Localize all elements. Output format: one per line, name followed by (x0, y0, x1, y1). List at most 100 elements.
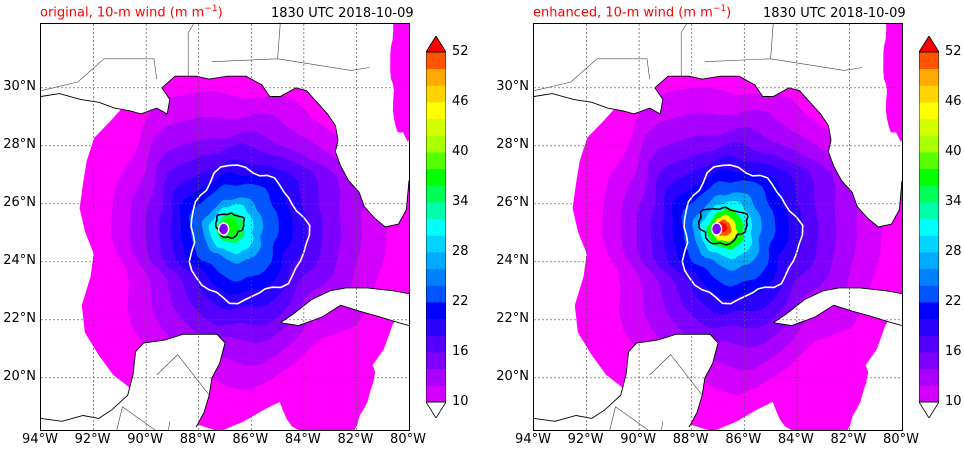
colorbar-tick-label: 46 (452, 94, 469, 109)
border-line (168, 421, 171, 430)
colorbar-bin (426, 302, 446, 320)
lon-tick-label: 84°W (777, 432, 814, 447)
lon-tick-label: 80°W (390, 432, 426, 447)
lat-tick-label: 26°N (3, 194, 36, 210)
border-line (41, 58, 157, 91)
lon-tick-label: 92°W (74, 432, 111, 447)
colorbar-tick-label: 16 (945, 344, 962, 359)
colorbar-outline (919, 51, 939, 403)
colorbar-bin (919, 218, 939, 236)
colorbar-tick-label: 28 (452, 244, 469, 259)
colorbar-tick-label: 28 (945, 244, 962, 259)
contour-white (188, 164, 311, 305)
map-frame[interactable] (533, 23, 903, 431)
border-line (661, 421, 664, 430)
land-mask-north (41, 24, 409, 227)
wind-map (41, 24, 409, 430)
lon-tick-label: 88°W (672, 432, 709, 447)
storm-eye (711, 223, 722, 235)
lon-tick-label: 86°W (232, 432, 269, 447)
land-mask-cuba (280, 287, 409, 326)
colorbar-bin (919, 385, 939, 403)
colorbar-bin (426, 318, 446, 336)
colorbar-bin (426, 102, 446, 120)
border-line (770, 58, 863, 71)
lon-tick-label: 86°W (725, 432, 762, 447)
land-mask-yucatan (534, 334, 718, 430)
contour-eye (217, 222, 230, 236)
colorbar-bin (919, 85, 939, 103)
panel-timestamp: 1830 UTC 2018-10-09 (763, 6, 906, 21)
lat-tick-label: 28°N (3, 136, 36, 152)
colorbar-bin (919, 168, 939, 186)
colorbar-bin (426, 152, 446, 170)
colorbar-bin (919, 235, 939, 253)
colorbar-bin (426, 135, 446, 153)
coastline (41, 75, 409, 228)
colorbar-tick-label: 10 (452, 394, 469, 409)
colorbar-tick-label: 10 (945, 394, 962, 409)
colorbar-tick-label: 52 (945, 44, 962, 59)
colorbar-bin (919, 335, 939, 353)
border-line (680, 24, 687, 77)
colorbar-bin (919, 252, 939, 270)
colorbar-tick-label: 46 (945, 94, 962, 109)
lat-tick-label: 24°N (3, 252, 36, 268)
lat-tick-label: 20°N (3, 368, 36, 384)
colorbar-bin (919, 368, 939, 386)
lon-tick-label: 84°W (284, 432, 321, 447)
wind-field-atlantic-edge (390, 24, 409, 142)
colorbar-bin (426, 252, 446, 270)
contour-black (214, 212, 246, 239)
colorbar-tick-label: 40 (452, 144, 469, 159)
colorbar-tick-label: 22 (452, 294, 469, 309)
lon-tick-label: 92°W (567, 432, 604, 447)
colorbar-bin (919, 135, 939, 153)
contour-eye (710, 222, 723, 236)
colorbar-bin (426, 202, 446, 220)
colorbar-bin (426, 385, 446, 403)
colorbar-outline (426, 51, 446, 403)
colorbar-bin (426, 235, 446, 253)
coastline (41, 333, 226, 428)
border-line (534, 58, 650, 91)
colorbar-bin (919, 68, 939, 86)
colorbar-bin (919, 185, 939, 203)
colorbar-bin (426, 168, 446, 186)
panel-title: original, 10-m wind (m m−1) (40, 4, 223, 21)
colorbar-tick-label: 52 (452, 44, 469, 59)
panel-timestamp: 1830 UTC 2018-10-09 (271, 6, 414, 21)
colorbar (426, 36, 446, 418)
coastline (773, 304, 902, 327)
colorbar-extend-min (426, 401, 446, 418)
land-mask-cuba (773, 287, 902, 326)
colorbar-bin (919, 118, 939, 136)
coastline (534, 75, 902, 228)
colorbar-extend-max (919, 36, 939, 53)
lat-tick-label: 26°N (496, 194, 529, 210)
contour-black (697, 206, 749, 246)
lat-tick-label: 22°N (496, 310, 529, 326)
border-line (187, 24, 194, 77)
coastline (279, 287, 409, 324)
colorbar-bin (426, 118, 446, 136)
lat-tick-label: 20°N (496, 368, 529, 384)
colorbar-bin (919, 318, 939, 336)
coastline (772, 287, 902, 324)
contour-white (681, 164, 804, 305)
colorbar-bin (426, 68, 446, 86)
colorbar-tick-label: 34 (945, 194, 962, 209)
panel-enhanced: enhanced, 10-m wind (m m−1) 1830 UTC 201… (493, 0, 964, 453)
lon-tick-label: 90°W (620, 432, 657, 447)
lon-tick-label: 94°W (22, 432, 58, 447)
map-frame[interactable] (40, 23, 410, 431)
colorbar-bin (919, 285, 939, 303)
lat-tick-label: 22°N (3, 310, 36, 326)
wind-field-atlantic-edge (883, 24, 902, 142)
lat-tick-label: 30°N (3, 78, 36, 94)
border-line (609, 406, 649, 430)
colorbar-bin (426, 335, 446, 353)
lat-tick-label: 28°N (496, 136, 529, 152)
border-line (277, 58, 370, 71)
lon-tick-label: 90°W (127, 432, 164, 447)
